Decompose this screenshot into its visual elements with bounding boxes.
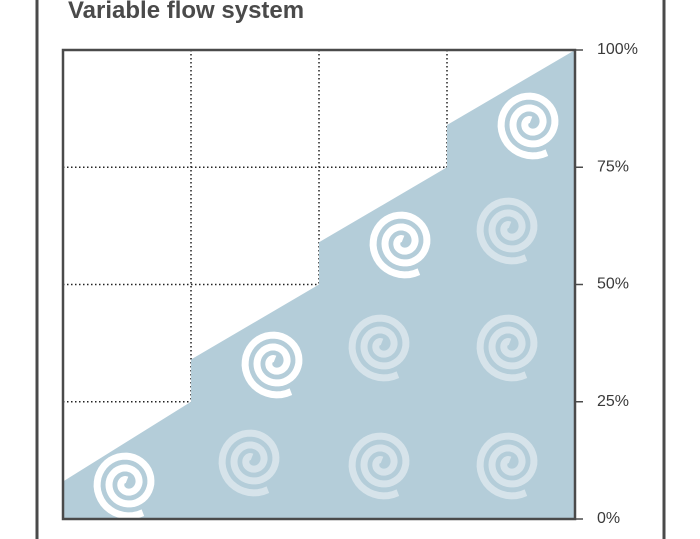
spiral-icon	[93, 452, 155, 520]
chart-title: Variable flow system	[68, 0, 304, 24]
y-tick-label: 100%	[597, 41, 638, 58]
spiral-icon	[348, 314, 410, 382]
spiral-icon	[476, 314, 538, 382]
spiral-icon	[218, 429, 280, 497]
y-tick-label: 75%	[597, 158, 629, 175]
spiral-icon	[476, 432, 538, 500]
spiral-icon	[241, 331, 303, 399]
y-tick-label: 25%	[597, 393, 629, 410]
spiral-icon	[476, 197, 538, 265]
spiral-icon	[497, 92, 559, 160]
y-tick-label: 0%	[597, 510, 620, 527]
area	[63, 50, 575, 519]
spiral-icon	[369, 211, 431, 279]
y-tick-label: 50%	[597, 276, 629, 293]
spiral-icon	[348, 432, 410, 500]
